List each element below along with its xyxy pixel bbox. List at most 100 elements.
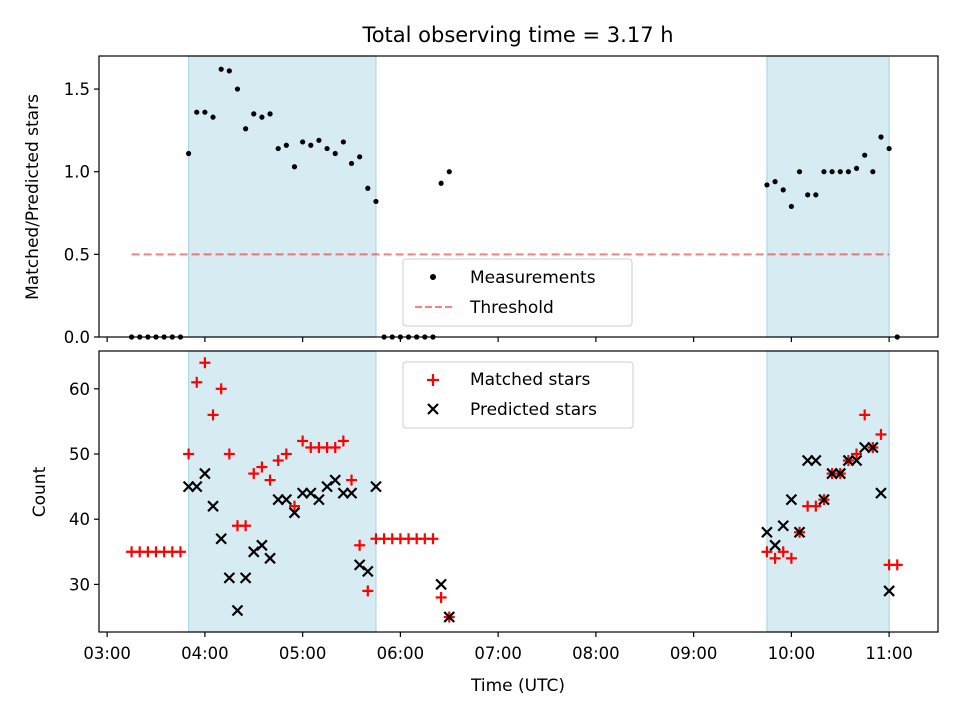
predicted-point [199,467,211,480]
bottom-legend-box [402,361,634,429]
matched-point [761,546,773,558]
matched-point [851,448,863,460]
shaded-interval [766,350,890,633]
measurement-point [348,160,355,167]
matched-point [777,546,789,558]
measurement-point [878,134,884,140]
top-panel: 0.0 0.5 1.0 1.5 Matched/Predicted stars Mea… [23,55,939,347]
matched-point [288,500,300,512]
top-axes-frame [98,55,939,338]
predicted-point [345,487,358,499]
bottom-legend: Matched stars Predicted stars [402,361,634,429]
matched-point [769,552,781,564]
shaded-interval [766,55,890,338]
matched-point [859,409,871,421]
measurement-point [357,154,363,160]
predicted-point [190,480,203,493]
legend-marker-measurements [430,274,436,280]
measurement-point [308,142,314,148]
measurement-point [291,164,298,170]
measurement-point [853,165,860,171]
measurement-point [764,182,770,188]
measurement-point [300,139,306,145]
predicted-point [362,565,374,578]
x-tick-label: 04:00 [181,644,229,663]
legend-marker-predicted [427,403,439,415]
predicted-point [256,539,268,552]
measurement-point [780,187,786,193]
measurement-point [340,139,346,145]
matched-point [240,520,252,532]
matched-point [174,546,186,558]
matched-point [785,552,797,564]
measurement-point [267,111,273,117]
x-tick-label: 06:00 [377,644,425,663]
measurement-point [870,169,876,175]
predicted-point [875,487,887,499]
measurement-point [788,203,794,210]
top-x-ticks [106,337,890,342]
matched-point [435,591,447,603]
measurement-point [186,150,192,157]
matched-point [810,500,822,512]
measurement-point [837,169,843,175]
measurement-point [324,145,330,152]
y-tick-label: 1.5 [64,80,90,99]
predicted-point [883,585,895,597]
matched-point [199,357,211,369]
predicted-point [810,454,822,467]
measurement-point [332,150,338,157]
y-tick-label: 0.5 [64,245,90,264]
matched-point [248,468,260,480]
measurement-point [275,145,281,152]
matched-point [337,435,349,447]
chart-title: Total observing time = 3.17 h [361,23,673,47]
measurement-point [226,68,232,74]
top-y-ticks: 0.0 0.5 1.0 1.5 [64,80,99,347]
predicted-point [215,532,227,545]
measurement-point [251,111,257,117]
matched-point [346,474,358,486]
x-tick-label: 11:00 [865,644,913,663]
bottom-y-ticks: 30 40 50 60 [69,380,99,594]
predicted-point [834,467,847,480]
predicted-point [353,559,366,571]
measurement-point [194,109,200,115]
legend-label-predicted: Predicted stars [470,400,597,420]
predicted-point [850,454,863,467]
measurement-point [202,109,208,115]
predicted-point [777,519,790,532]
predicted-point [288,506,301,519]
matched-point [264,474,276,486]
top-legend-box [402,258,633,327]
matched-point [891,559,903,571]
measurement-point [316,137,322,143]
predicted-point [313,493,325,506]
y-tick-label: 40 [69,510,90,529]
predicted-point [223,572,236,584]
measurement-point [234,86,241,92]
top-y-axis-label: Matched/Predicted stars [23,94,43,300]
x-tick-label: 07:00 [474,644,522,663]
measurement-point [365,185,371,191]
predicted-point [239,572,252,584]
measurement-point [438,180,444,186]
matched-point [280,448,292,460]
predicted-point [247,546,260,558]
predicted-point [769,539,781,552]
matched-point [272,455,284,467]
y-tick-label: 50 [69,445,90,464]
x-axis-label: Time (UTC) [470,676,565,696]
matched-point [183,448,195,460]
matched-point [875,428,887,440]
bottom-axes-frame [98,350,939,633]
measurement-point [243,126,249,132]
predicted-point [264,552,276,565]
y-tick-label: 1.0 [64,163,90,182]
shaded-interval [188,55,377,338]
count-points [126,357,903,623]
measurement-point [772,179,778,185]
measurement-point [283,142,289,148]
predicted-point [370,480,382,493]
